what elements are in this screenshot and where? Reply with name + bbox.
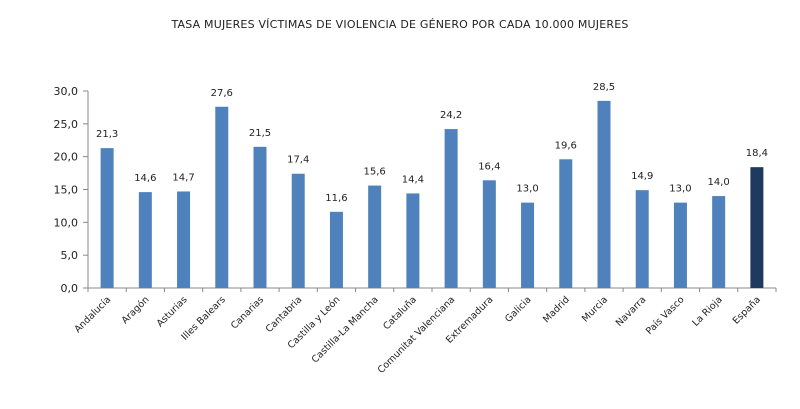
- category-label: Asturias: [155, 294, 190, 329]
- bar: [138, 192, 152, 288]
- category-label: Galicia: [503, 294, 534, 325]
- data-label: 14,4: [402, 174, 424, 185]
- y-tick-label: 25,0: [54, 118, 79, 131]
- data-label: 11,6: [325, 193, 347, 204]
- bar: [406, 193, 420, 288]
- data-label: 18,4: [746, 148, 768, 159]
- y-tick-label: 10,0: [54, 216, 79, 229]
- data-label: 16,4: [478, 161, 500, 172]
- category-label: La Rioja: [690, 294, 724, 328]
- labels: 21,3Andalucía14,6Aragón14,7Asturias27,6I…: [72, 82, 768, 376]
- y-tick-label: 20,0: [54, 151, 79, 164]
- category-label: Aragón: [120, 294, 152, 326]
- data-label: 28,5: [593, 82, 615, 93]
- category-label: Cataluña: [381, 294, 419, 332]
- bar: [597, 100, 611, 288]
- category-label: Madrid: [541, 294, 572, 325]
- data-label: 17,4: [287, 155, 309, 166]
- bar: [750, 167, 764, 288]
- y-tick-label: 5,0: [61, 249, 79, 262]
- data-label: 27,6: [211, 88, 233, 99]
- category-label: Comunitat Valenciana: [376, 294, 458, 376]
- bar: [712, 196, 726, 288]
- bar: [559, 159, 573, 288]
- category-label: Canarias: [229, 294, 266, 331]
- bar: [482, 180, 496, 288]
- bar: [215, 106, 229, 288]
- data-label: 24,2: [440, 110, 462, 121]
- category-label: Navarra: [614, 294, 649, 329]
- y-tick-label: 0,0: [61, 282, 79, 295]
- bar: [329, 211, 343, 288]
- bar: [368, 185, 382, 288]
- y-tick-label: 15,0: [54, 184, 79, 197]
- bars: [100, 100, 764, 288]
- bar: [253, 146, 267, 288]
- data-label: 14,6: [134, 173, 156, 184]
- data-label: 14,0: [708, 177, 730, 188]
- data-label: 19,6: [555, 140, 577, 151]
- chart-title: TASA MUJERES VÍCTIMAS DE VIOLENCIA DE GÉ…: [171, 18, 629, 31]
- bar: [291, 173, 305, 288]
- category-label: Castilla-La Mancha: [310, 294, 381, 365]
- data-label: 15,6: [364, 167, 386, 178]
- bar: [444, 129, 458, 288]
- y-tick-label: 30,0: [54, 85, 79, 98]
- bar: [100, 148, 114, 288]
- bar: [521, 202, 535, 288]
- category-label: España: [731, 294, 763, 326]
- category-label: País Vasco: [644, 294, 687, 337]
- bar: [673, 202, 687, 288]
- data-label: 13,0: [669, 184, 691, 195]
- data-label: 21,5: [249, 128, 271, 139]
- bar: [177, 191, 191, 288]
- data-label: 13,0: [516, 184, 538, 195]
- axes: 0,0 5,0 10,0 15,0 20,0 25,0 30,0: [54, 85, 777, 295]
- category-label: Murcia: [580, 294, 610, 324]
- category-label: Andalucía: [72, 294, 113, 335]
- data-label: 21,3: [96, 129, 118, 140]
- data-label: 14,7: [172, 172, 194, 183]
- bar: [635, 190, 649, 288]
- category-label: Cantabria: [264, 294, 305, 335]
- data-label: 14,9: [631, 171, 653, 182]
